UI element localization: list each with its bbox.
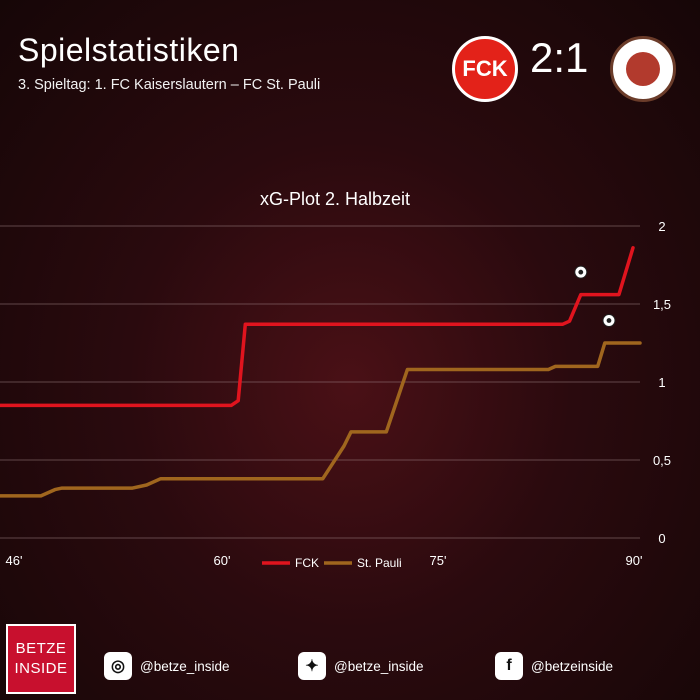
st-pauli-crest-icon bbox=[610, 36, 676, 102]
fck-crest-icon: FCK bbox=[452, 36, 518, 102]
chart-title: xG-Plot 2. Halbzeit bbox=[260, 189, 410, 209]
y-tick-label: 1 bbox=[658, 375, 665, 390]
twitter-icon: ✦ bbox=[298, 652, 326, 680]
goal-ball-patch bbox=[578, 269, 584, 275]
facebook-handle[interactable]: f @betzeinside bbox=[495, 652, 613, 680]
legend-label: St. Pauli bbox=[357, 556, 402, 570]
y-tick-label: 2 bbox=[658, 219, 665, 234]
legend-label: FCK bbox=[295, 556, 319, 570]
series-line-fck bbox=[0, 246, 635, 408]
brand-line-2: INSIDE bbox=[14, 660, 68, 677]
page-title: Spielstatistiken bbox=[18, 32, 240, 68]
instagram-handle[interactable]: ◎ @betze_inside bbox=[104, 652, 230, 680]
twitter-handle[interactable]: ✦ @betze_inside bbox=[298, 652, 424, 680]
x-tick-label: 60' bbox=[214, 553, 231, 568]
match-score: 2:1 bbox=[530, 34, 589, 81]
y-tick-label: 1,5 bbox=[653, 297, 671, 312]
y-tick-label: 0 bbox=[658, 531, 665, 546]
x-tick-label: 75' bbox=[430, 553, 447, 568]
series-line-st-pauli bbox=[0, 341, 642, 498]
y-tick-label: 0,5 bbox=[653, 453, 671, 468]
facebook-icon: f bbox=[495, 652, 523, 680]
xg-chart: xG-Plot 2. Halbzeit 0 0,5 1 1,5 2 46' 60' 75' 90'… bbox=[0, 189, 671, 570]
betze-inside-logo: BETZE INSIDE bbox=[6, 624, 76, 694]
x-tick-label: 90' bbox=[626, 553, 643, 568]
match-subtitle: 3. Spieltag: 1. FC Kaiserslautern – FC S… bbox=[18, 77, 321, 93]
x-tick-label: 46' bbox=[6, 553, 23, 568]
instagram-icon: ◎ bbox=[104, 652, 132, 680]
brand-line-1: BETZE bbox=[15, 640, 67, 657]
goal-ball-patch bbox=[606, 318, 612, 323]
